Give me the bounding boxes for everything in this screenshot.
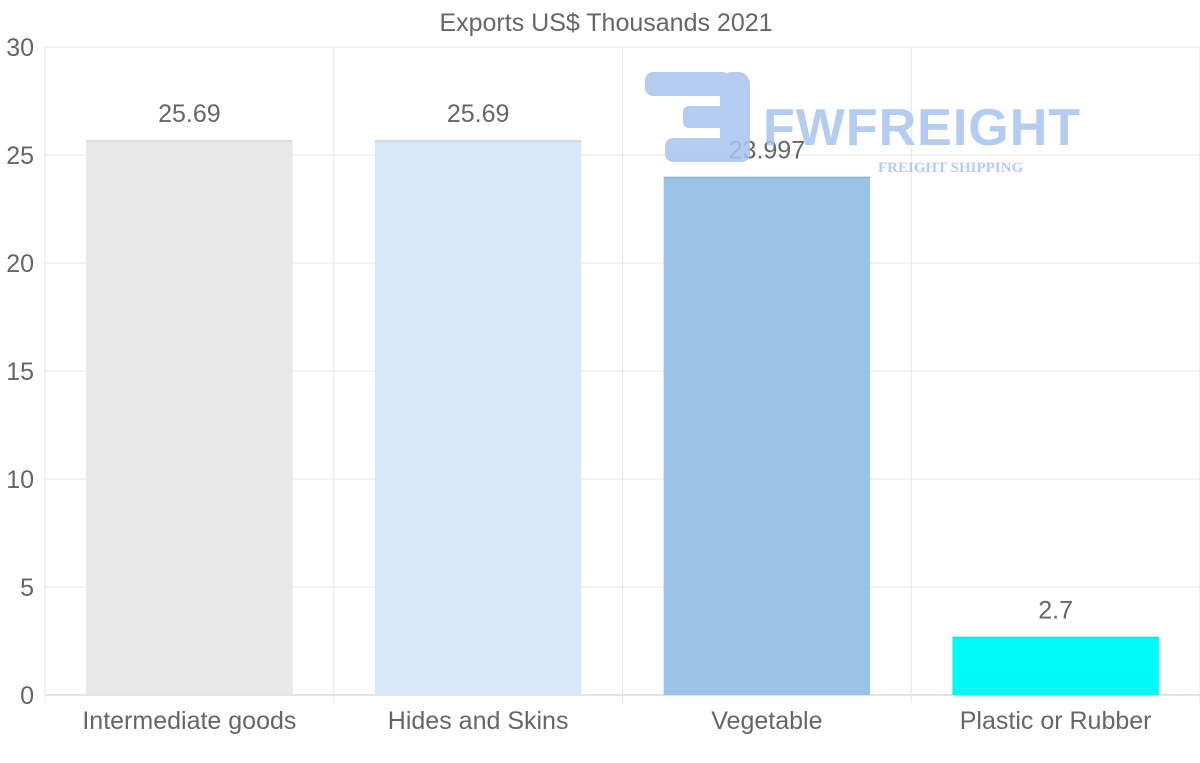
x-axis: Intermediate goods Hides and Skins Vegetab…: [82, 707, 1151, 735]
bar: [374, 140, 582, 695]
x-tick-label: Hides and Skins: [388, 707, 569, 735]
bar-value-label: 2.7: [1038, 597, 1073, 625]
x-tick-label: Intermediate goods: [82, 707, 296, 735]
y-tick-label: 30: [6, 34, 34, 62]
x-tick-label: Vegetable: [711, 707, 822, 735]
chart-title: Exports US$ Thousands 2021: [439, 9, 772, 37]
y-tick-label: 0: [20, 682, 34, 710]
y-tick-label: 25: [6, 142, 34, 170]
bar-value-label: 25.69: [447, 100, 510, 128]
bar: [952, 636, 1159, 695]
y-axis: 0 5 10 15 20 25 30: [6, 34, 34, 710]
bar-value-label: 23.997: [729, 137, 805, 165]
y-tick-label: 5: [20, 574, 34, 602]
x-tick-label: Plastic or Rubber: [960, 707, 1152, 735]
y-tick-label: 10: [6, 466, 34, 494]
bar-value-label: 25.69: [158, 100, 221, 128]
y-tick-label: 15: [6, 358, 34, 386]
y-tick-label: 20: [6, 250, 34, 278]
bars: [86, 140, 1159, 695]
bar: [663, 176, 871, 695]
value-labels: 25.69 25.69 23.997 2.7: [158, 100, 1073, 625]
bar: [86, 140, 293, 695]
